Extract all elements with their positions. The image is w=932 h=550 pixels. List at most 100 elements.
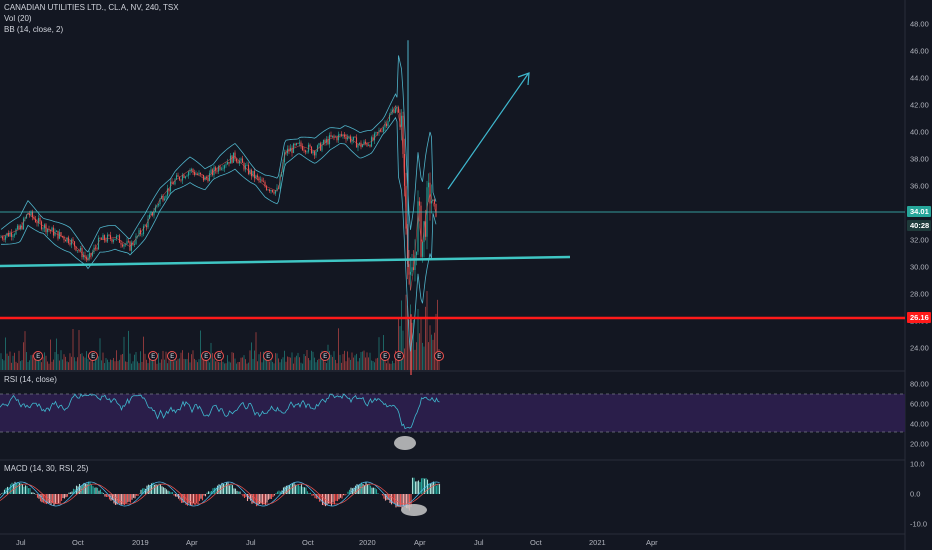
candle-body: [219, 166, 221, 170]
candle-body: [265, 186, 268, 190]
volume-bar: [102, 352, 104, 370]
earnings-marker-label[interactable]: E: [204, 354, 208, 360]
macd-hist-bar: [90, 484, 93, 494]
candle-body: [180, 179, 182, 181]
earnings-marker-label[interactable]: E: [437, 354, 441, 360]
volume-bar: [57, 354, 59, 370]
rsi-legend[interactable]: RSI (14, close): [4, 375, 57, 384]
volume-bar: [236, 363, 237, 370]
candle-body: [225, 164, 227, 166]
earnings-marker-label[interactable]: E: [266, 354, 270, 360]
volume-bar: [149, 357, 150, 370]
earnings-marker-circle: [380, 351, 390, 361]
candle-body: [202, 174, 205, 181]
volume-bar: [66, 361, 68, 370]
macd-hist-bar: [132, 494, 135, 498]
macd-hist-bar: [408, 494, 411, 511]
volume-bar: [339, 354, 341, 370]
volume-bar: [2, 359, 3, 370]
macd-hist-bar: [105, 494, 108, 497]
candle-body: [430, 200, 433, 204]
candle-body: [283, 152, 286, 163]
macd-hist-bar: [258, 494, 261, 504]
macd-hist-bar: [279, 491, 282, 494]
earnings-marker-label[interactable]: E: [170, 354, 174, 360]
earnings-marker-label[interactable]: E: [217, 354, 221, 360]
macd-hist-bar: [9, 484, 12, 494]
candle-body: [69, 243, 71, 245]
macd-hist-bar: [239, 491, 241, 494]
macd-hist-bar: [171, 492, 174, 494]
candle-body: [333, 135, 335, 137]
macd-hist-bar: [414, 481, 417, 494]
earnings-marker-circle: [201, 351, 211, 361]
price-axis-label: 30.00: [910, 263, 929, 272]
macd-hist-bar: [321, 494, 324, 506]
candle-body: [234, 152, 236, 159]
candle-body: [174, 179, 176, 185]
macd-hist-bar: [176, 494, 178, 497]
volume-bar: [342, 354, 344, 370]
candle-body: [153, 211, 155, 216]
candle-body: [34, 218, 37, 223]
candle-body: [72, 239, 74, 242]
earnings-marker-label[interactable]: E: [383, 354, 387, 360]
candle-body: [309, 144, 311, 147]
volume-bar: [399, 326, 401, 370]
volume-bar: [50, 339, 51, 370]
candle-body: [249, 169, 251, 174]
volume-bar: [233, 352, 234, 370]
volume-bar: [317, 359, 318, 370]
volume-legend[interactable]: Vol (20): [4, 14, 32, 23]
earnings-marker-label[interactable]: E: [397, 354, 401, 360]
macd-hist-bar: [156, 484, 159, 494]
macd-hist-bar: [140, 489, 142, 494]
volume-bar: [407, 305, 408, 370]
macd-hist-bar: [153, 484, 156, 494]
earnings-marker-label[interactable]: E: [91, 354, 95, 360]
volume-bar: [8, 355, 9, 370]
macd-hist-bar: [411, 477, 414, 494]
volume-bar: [437, 299, 438, 370]
candle-body: [126, 241, 128, 244]
candle-body: [223, 165, 226, 169]
volume-bar: [141, 361, 143, 370]
price-axis-label: 48.00: [910, 20, 929, 29]
earnings-marker-label[interactable]: E: [36, 354, 40, 360]
macd-hist-bar: [62, 494, 64, 499]
candle-body: [378, 130, 380, 133]
volume-bar: [380, 353, 381, 370]
macd-hist-bar: [68, 492, 70, 494]
volume-bar: [47, 361, 48, 370]
candle-body: [46, 229, 49, 233]
earnings-marker-label[interactable]: E: [323, 354, 327, 360]
candle-body: [91, 252, 94, 256]
rsi-oversold-ellipse: [394, 436, 416, 450]
macd-hist-bar: [8, 487, 10, 494]
macd-hist-bar: [78, 483, 81, 494]
volume-bar: [27, 361, 29, 370]
macd-hist-bar: [402, 494, 405, 507]
volume-bar: [377, 357, 378, 370]
volume-bar: [188, 352, 189, 370]
macd-legend[interactable]: MACD (14, 30, RSI, 25): [4, 464, 89, 473]
price-axis-label: 46.00: [910, 47, 929, 56]
macd-hist-bar: [102, 493, 105, 494]
macd-hist-bar: [182, 494, 184, 503]
earnings-marker-label[interactable]: E: [151, 354, 155, 360]
candle-body: [37, 218, 40, 224]
volume-bar: [5, 337, 6, 370]
candle-body: [33, 217, 35, 219]
macd-hist-bar: [405, 494, 408, 509]
macd-hist-bar: [131, 494, 133, 500]
volume-bar: [242, 357, 243, 370]
volume-bar: [41, 362, 42, 370]
chart-title[interactable]: CANADIAN UTILITIES LTD., CL.A, NV, 240, …: [4, 3, 179, 12]
macd-hist-bar: [192, 494, 195, 504]
macd-hist-bar: [339, 494, 342, 498]
bb-legend[interactable]: BB (14, close, 2): [4, 25, 64, 34]
volume-bar: [350, 359, 351, 370]
candle-body: [142, 226, 145, 235]
